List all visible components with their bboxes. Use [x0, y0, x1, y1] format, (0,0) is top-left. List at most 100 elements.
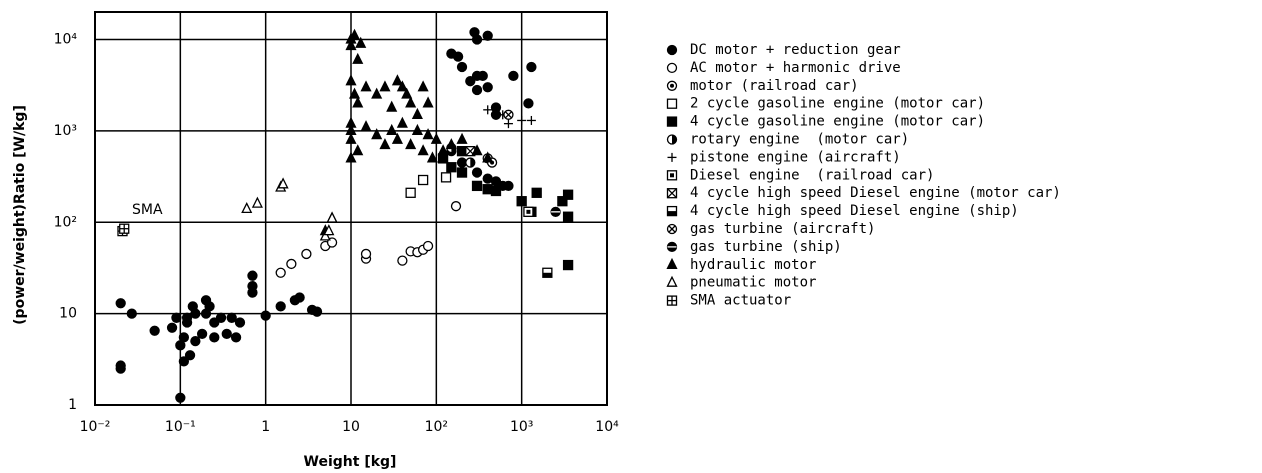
marker [371, 87, 383, 99]
marker-shape [666, 98, 678, 109]
marker-shape [379, 80, 391, 92]
marker [483, 105, 493, 115]
marker [465, 76, 476, 87]
marker-shape [440, 172, 452, 183]
marker [452, 51, 464, 62]
marker-shape [352, 96, 364, 108]
marker [166, 322, 178, 333]
marker-shape [668, 225, 676, 233]
marker-shape [471, 167, 483, 178]
legend-label: AC motor + harmonic drive [690, 60, 901, 76]
marker [437, 144, 449, 156]
marker-shape [230, 332, 242, 343]
legend-marker [666, 116, 678, 127]
marker [294, 292, 305, 303]
marker-shape [672, 135, 677, 144]
marker [523, 98, 534, 109]
marker [417, 174, 429, 186]
marker [557, 196, 568, 207]
marker-shape [405, 187, 416, 198]
marker-shape [450, 201, 462, 212]
marker-shape [396, 80, 408, 92]
marker-shape [471, 180, 483, 192]
marker-shape [562, 211, 574, 222]
marker [230, 332, 242, 343]
marker [417, 144, 429, 156]
marker [386, 123, 398, 136]
marker [323, 224, 335, 236]
y-tick-label: 10⁴ [54, 32, 78, 48]
marker [396, 80, 408, 92]
marker [119, 223, 130, 234]
marker [352, 96, 364, 108]
marker [275, 301, 286, 312]
marker-shape [355, 36, 367, 48]
marker-shape [503, 180, 514, 192]
marker-shape [275, 267, 286, 278]
marker-shape [526, 209, 531, 214]
marker-shape [115, 298, 126, 309]
marker-shape [184, 350, 196, 361]
marker-shape [523, 98, 534, 109]
legend-marker [666, 170, 678, 181]
marker-shape [422, 128, 434, 140]
marker-shape [405, 138, 417, 150]
marker [345, 151, 357, 163]
marker-shape [175, 392, 186, 403]
y-tick-label: 10³ [54, 123, 77, 139]
marker [417, 80, 429, 92]
marker [471, 180, 483, 192]
marker [190, 308, 201, 319]
marker [445, 138, 457, 150]
marker-shape [190, 335, 201, 347]
marker-shape [471, 34, 483, 45]
marker-shape [562, 189, 574, 200]
marker [405, 96, 417, 108]
marker-shape [396, 116, 408, 128]
marker [209, 332, 220, 343]
marker-shape [234, 317, 246, 328]
marker-shape [360, 80, 372, 92]
marker [471, 144, 483, 156]
marker-shape [286, 258, 297, 270]
marker [391, 132, 403, 144]
marker-shape [345, 74, 357, 86]
marker [391, 74, 403, 86]
marker [405, 138, 417, 150]
marker-shape [666, 275, 678, 287]
marker [247, 287, 258, 298]
legend-label: rotary engine (motor car) [690, 132, 909, 148]
marker-shape [437, 144, 449, 156]
marker [171, 312, 182, 323]
marker-shape [178, 332, 190, 343]
marker-shape [360, 120, 372, 132]
marker-shape [667, 188, 677, 199]
marker [401, 87, 413, 99]
marker-shape [422, 96, 434, 108]
marker [360, 120, 372, 132]
marker-shape [326, 211, 338, 223]
marker-shape [452, 51, 464, 62]
marker [397, 255, 408, 266]
marker-shape [411, 123, 423, 136]
marker [345, 74, 357, 86]
legend-label: motor (railroad car) [690, 78, 859, 94]
x-tick-label: 10 [342, 419, 360, 435]
marker-shape [430, 132, 442, 144]
marker-shape [405, 96, 417, 108]
x-tick-label: 10³ [510, 419, 533, 435]
legend-marker [666, 98, 678, 109]
marker [301, 248, 312, 260]
marker-shape [348, 28, 361, 40]
marker [226, 312, 237, 323]
marker-shape [471, 84, 483, 96]
marker-shape [470, 158, 475, 168]
marker-shape [241, 201, 253, 214]
marker [181, 317, 193, 328]
marker [471, 34, 483, 45]
marker [482, 82, 493, 93]
marker [386, 100, 398, 112]
marker-shape [260, 310, 271, 321]
legend-marker [666, 223, 678, 235]
